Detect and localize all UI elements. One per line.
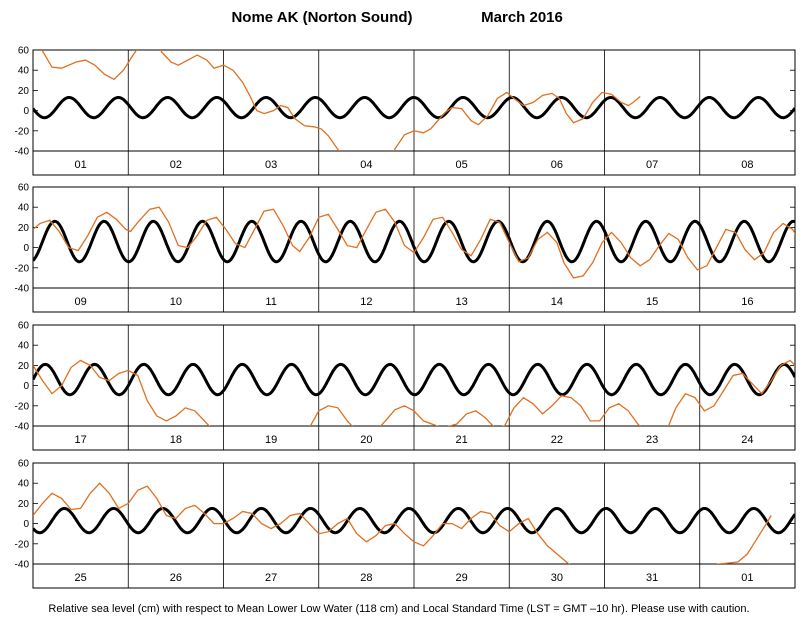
panel-1: -40 -20 0 20 40 60 01 02 03 04 05 06 07 08	[15, 46, 796, 176]
day-label: 20	[360, 434, 372, 446]
y-tick-label: 60	[18, 459, 30, 470]
panel-frame	[32, 324, 796, 451]
observed-sea-level-line	[33, 359, 795, 426]
y-tick-label: 0	[23, 106, 29, 117]
predicted-tide-line	[33, 219, 795, 264]
day-label: 05	[456, 159, 468, 171]
day-label: 25	[75, 572, 87, 584]
y-tick-label: -20	[15, 401, 30, 412]
y-tick-label: -20	[15, 126, 30, 137]
day-label: 12	[360, 296, 372, 308]
panel-frame	[32, 462, 796, 589]
day-label: 15	[646, 296, 658, 308]
y-tick-label: 40	[18, 203, 30, 214]
panel-4: -40 -20 0 20 40 60 25 26 27 28 29 30 31 01	[15, 459, 796, 589]
day-label: 13	[456, 296, 468, 308]
y-tick-label: -40	[15, 560, 30, 571]
predicted-tide-line	[33, 362, 795, 397]
y-tick-label: 20	[18, 86, 30, 97]
day-label: 28	[360, 572, 372, 584]
panel-frame	[32, 49, 796, 176]
day-label: 16	[741, 296, 753, 308]
day-label: 14	[551, 296, 563, 308]
chart-title-period: March 2016	[481, 9, 563, 26]
day-label: 06	[551, 159, 563, 171]
observed-sea-level-line	[41, 50, 641, 151]
y-tick-label: 20	[18, 361, 30, 372]
day-label: 08	[741, 159, 753, 171]
y-tick-label: 40	[18, 479, 30, 490]
y-tick-label: -40	[15, 147, 30, 158]
chart-footnote: Relative sea level (cm) with respect to …	[48, 603, 749, 615]
y-tick-label: 0	[23, 243, 29, 254]
panel-3: -40 -20 0 20 40 60 17 18 19 20 21 22 23 24	[15, 321, 796, 451]
observed-sea-level-line	[33, 482, 772, 564]
day-label: 26	[170, 572, 182, 584]
day-label: 24	[741, 434, 753, 446]
day-label: 29	[456, 572, 468, 584]
day-label: 03	[265, 159, 277, 171]
y-tick-label: -20	[15, 263, 30, 274]
y-tick-label: 0	[23, 519, 29, 530]
day-label: 11	[265, 296, 276, 308]
day-label: 07	[646, 159, 658, 171]
day-label: 09	[75, 296, 87, 308]
day-label: 18	[170, 434, 182, 446]
day-label: 04	[360, 159, 372, 171]
chart-title-station: Nome AK (Norton Sound)	[231, 9, 412, 26]
day-label: 01	[75, 159, 87, 171]
y-tick-label: 40	[18, 341, 30, 352]
day-label: 31	[646, 572, 658, 584]
predicted-tide-line	[33, 96, 795, 120]
y-tick-label: -40	[15, 422, 30, 433]
y-tick-label: -40	[15, 284, 30, 295]
day-label: 22	[551, 434, 563, 446]
day-label: 10	[170, 296, 182, 308]
day-label: 17	[75, 434, 87, 446]
panel-2: -40 -20 0 20 40 60 09 10 11 12 13 14 15 16	[15, 183, 796, 313]
day-label: 21	[456, 434, 468, 446]
y-tick-label: 20	[18, 499, 30, 510]
y-tick-label: 60	[18, 46, 30, 57]
y-tick-label: 0	[23, 381, 29, 392]
observed-sea-level-line	[33, 206, 795, 279]
day-label: 19	[265, 434, 277, 446]
chart-panels: -40 -20 0 20 40 60 01 02 03 04 05 06 07 08 -40 -20 0 20 40…	[15, 46, 796, 589]
day-label: 01	[741, 572, 753, 584]
day-label: 23	[646, 434, 658, 446]
y-tick-label: 60	[18, 183, 30, 194]
day-label: 30	[551, 572, 563, 584]
y-tick-label: -20	[15, 539, 30, 550]
day-label: 27	[265, 572, 277, 584]
day-label: 02	[170, 159, 182, 171]
y-tick-label: 20	[18, 223, 30, 234]
panel-frame	[32, 186, 796, 313]
y-tick-label: 60	[18, 321, 30, 332]
predicted-tide-line	[33, 507, 795, 535]
y-tick-label: 40	[18, 66, 30, 77]
